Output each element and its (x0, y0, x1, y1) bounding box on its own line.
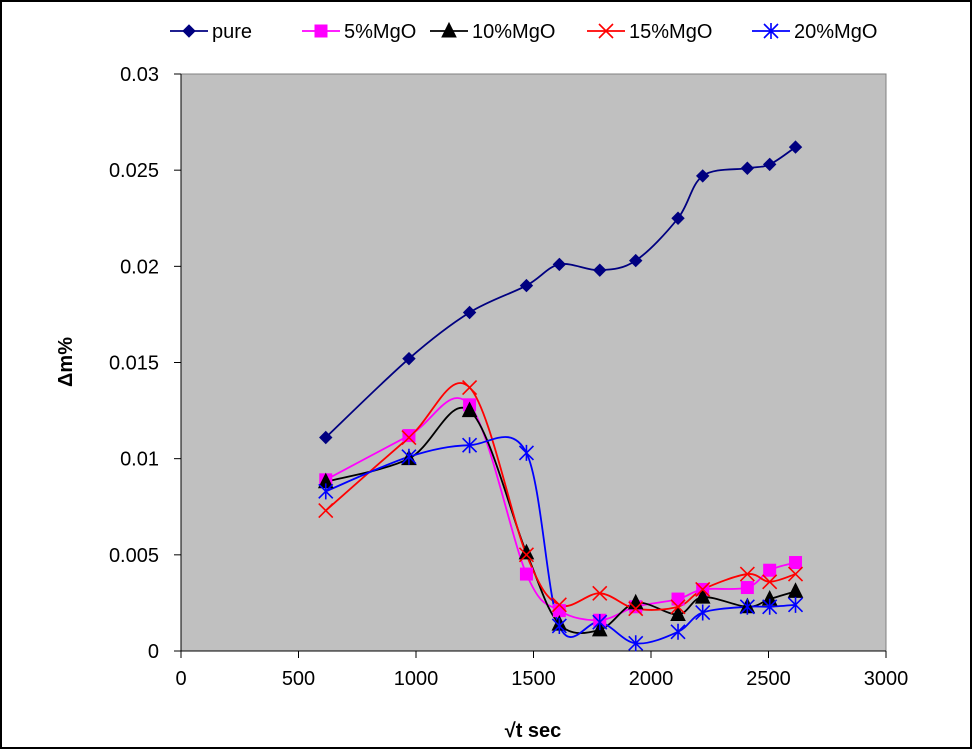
y-tick-label: 0.005 (109, 545, 159, 567)
data-point (740, 161, 755, 175)
x-axis-label: √t sec (505, 720, 562, 742)
data-point (762, 574, 778, 590)
data-point (402, 351, 416, 366)
data-point (788, 140, 803, 154)
x-tick-label: 1000 (394, 668, 439, 690)
legend-item: 5%MgO (302, 21, 416, 43)
legend-label: 20%MgO (794, 21, 877, 43)
axes: 0 500 1000 1500 2000 2500 3000 0 0.005 0.01 0.015 0… (109, 64, 908, 690)
legend: pure 5%MgO 10%MgO 15%MgO 20%MgO (170, 21, 877, 43)
data-point (518, 547, 535, 563)
data-point (592, 614, 608, 631)
data-point (628, 601, 644, 617)
data-point (671, 211, 685, 225)
data-point (695, 581, 711, 598)
data-point (762, 157, 777, 172)
data-point (694, 588, 711, 604)
data-point (763, 563, 777, 577)
data-point (592, 585, 608, 601)
data-point (671, 592, 685, 606)
data-point (462, 437, 478, 454)
legend-marker (763, 23, 779, 39)
legend-label: 15%MgO (629, 21, 712, 43)
data-point (551, 617, 567, 634)
legend-label: 10%MgO (472, 21, 555, 43)
data-point (787, 596, 804, 613)
x-tick-label: 2000 (629, 668, 674, 690)
legend-item: pure (170, 21, 252, 43)
series-markers (317, 140, 804, 652)
data-point (593, 263, 607, 277)
y-tick-label: 0.02 (120, 256, 159, 278)
legend-item: 10%MgO (430, 21, 555, 43)
data-point (762, 598, 778, 615)
x-tick-label: 0 (175, 668, 186, 690)
data-point (551, 597, 567, 613)
data-point (628, 635, 644, 652)
data-point (552, 604, 566, 618)
plot-area (180, 73, 887, 652)
legend-label: 5%MgO (344, 21, 416, 43)
data-point (402, 429, 416, 443)
data-point (519, 278, 534, 293)
x-tick-label: 2500 (746, 668, 791, 690)
data-point (695, 169, 710, 183)
data-point (739, 598, 755, 615)
data-point (318, 483, 334, 500)
data-point (401, 448, 417, 465)
data-point (629, 253, 643, 268)
data-point (401, 429, 417, 446)
y-tick-label: 0.03 (120, 64, 159, 86)
legend-marker (182, 24, 196, 38)
data-point (670, 599, 686, 615)
legend-marker (598, 23, 614, 39)
data-point (552, 257, 567, 272)
legend-marker (314, 24, 328, 38)
y-axis-label: Δm% (55, 337, 77, 387)
data-point (670, 605, 686, 621)
data-point (319, 430, 333, 445)
legend-item: 20%MgO (752, 21, 877, 43)
y-tick-label: 0.025 (109, 160, 159, 182)
legend-label: pure (212, 21, 252, 43)
data-point (740, 581, 754, 595)
data-point (462, 305, 477, 320)
x-tick-label: 500 (282, 668, 315, 690)
data-point (695, 604, 711, 621)
y-tick-label: 0.015 (109, 353, 159, 375)
data-point (462, 379, 478, 396)
legend-item: 15%MgO (587, 21, 712, 43)
data-point (318, 503, 334, 519)
data-point (789, 556, 803, 570)
y-tick-label: 0 (148, 641, 159, 663)
data-point (518, 444, 535, 461)
data-point (787, 566, 804, 582)
y-tick-label: 0.01 (120, 449, 159, 471)
x-tick-label: 1500 (511, 668, 556, 690)
legend-marker (441, 21, 457, 38)
data-point (739, 566, 755, 582)
data-point (519, 567, 533, 581)
data-point (670, 623, 686, 640)
data-point (461, 401, 478, 418)
x-tick-label: 3000 (864, 668, 909, 690)
